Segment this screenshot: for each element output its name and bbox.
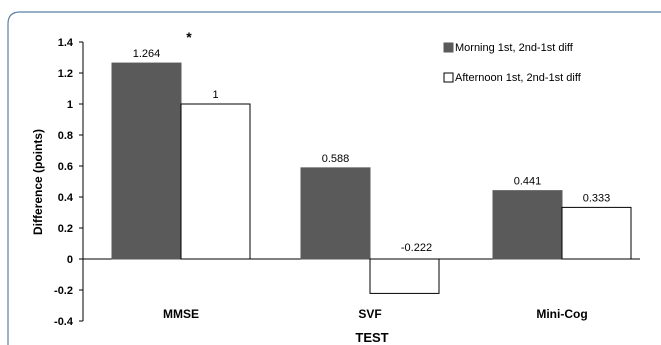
data-label: 0.333: [583, 192, 611, 204]
x-tick-label: MMSE: [163, 307, 199, 321]
data-label: 1.264: [133, 48, 161, 60]
x-tick-label: SVF: [358, 307, 381, 321]
y-tick-label: -0.2: [54, 285, 73, 297]
y-tick-label: 0.2: [58, 223, 73, 235]
y-tick-label: 1.4: [58, 37, 74, 49]
legend-swatch: [443, 72, 454, 83]
data-label: 0.588: [322, 153, 350, 165]
frame-border: [7, 11, 661, 345]
x-tick-label: Mini-Cog: [536, 307, 587, 321]
x-axis-title: TEST: [355, 330, 388, 345]
significance-annotation: *: [186, 29, 192, 45]
data-label: 1: [212, 89, 218, 101]
y-tick-label: 0.8: [58, 130, 73, 142]
data-label: 0.441: [514, 176, 542, 188]
y-tick-label: 1: [67, 99, 73, 111]
legend-label: Afternoon 1st, 2nd-1st diff: [455, 72, 582, 84]
y-tick-label: 1.2: [58, 68, 73, 80]
bar-afternoon-mini-cog: [561, 206, 632, 260]
y-tick-label: -0.4: [54, 316, 74, 328]
bar-morning-mmse: [111, 62, 182, 260]
y-tick-label: 0: [67, 254, 73, 266]
y-tick-label: 0.4: [58, 192, 74, 204]
data-label: -0.222: [401, 242, 432, 254]
legend-swatch: [443, 42, 454, 53]
legend-label: Morning 1st, 2nd-1st diff: [455, 42, 574, 54]
bar-morning-mini-cog: [492, 190, 563, 260]
y-axis-title: Difference (points): [31, 129, 45, 235]
bar-afternoon-mmse: [180, 103, 251, 260]
bar-morning-svf: [300, 167, 371, 260]
y-tick-label: 0.6: [58, 161, 73, 173]
bar-afternoon-svf: [369, 258, 440, 294]
